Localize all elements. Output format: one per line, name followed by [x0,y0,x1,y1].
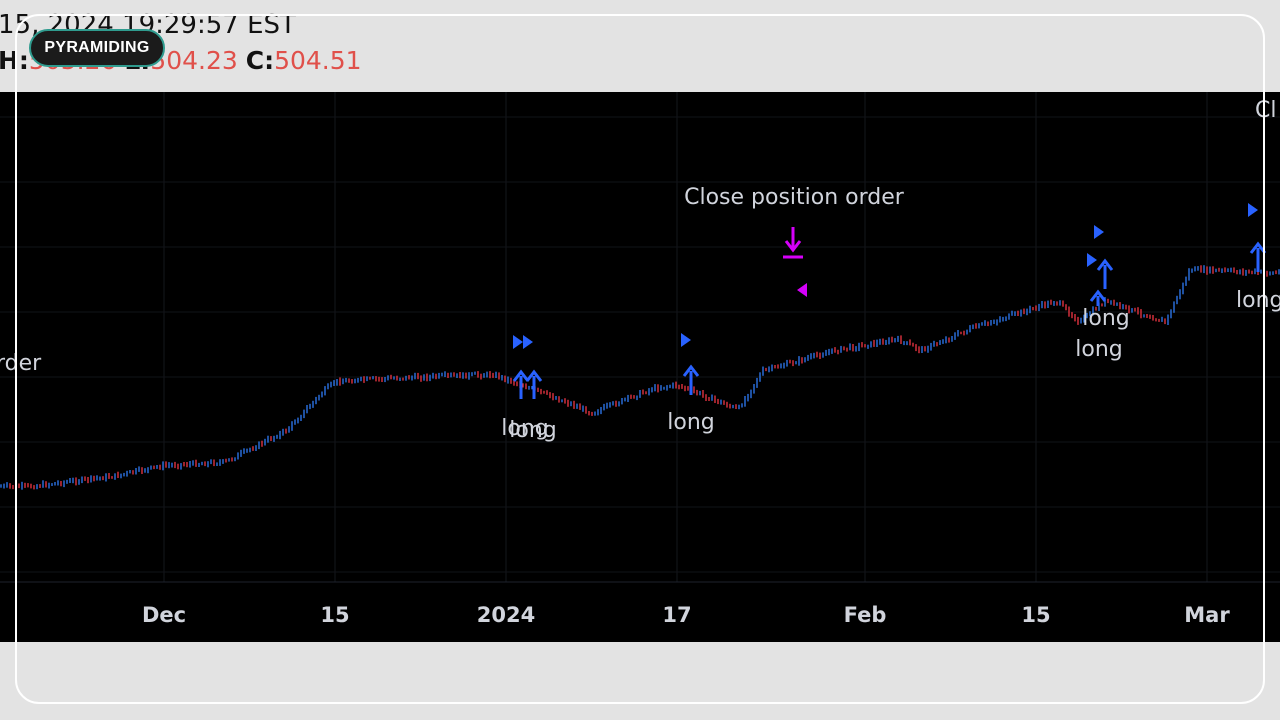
low-value: 504.23 [150,46,238,75]
long-arrow-icon [525,369,543,399]
order-label: rder [0,351,42,376]
long-arrow-icon [512,369,530,399]
long-label: long [1082,306,1129,331]
high-label: H: [0,46,29,75]
long-label: long [1075,337,1122,362]
entry-triangle-marker [523,335,533,349]
price-chart[interactable]: rder long long long Close position order long… [0,92,1280,642]
long-label: long [501,416,548,441]
time-axis: Dec 15 2024 17 Feb 15 Mar [142,603,1230,627]
order-label: Cl [1255,98,1276,123]
long-label: long [1236,288,1280,313]
close-label: C: [245,46,275,75]
x-tick-label: 15 [1021,603,1050,627]
pyramiding-badge: PYRAMIDING [29,29,165,67]
entry-triangle-marker [1087,253,1097,267]
long-arrow-icon [682,364,700,395]
close-arrow-icon [783,227,803,259]
long-arrow-icon [1249,241,1267,272]
x-tick-label: 17 [662,603,691,627]
close-value: 504.51 [274,46,362,75]
x-tick-label: Dec [142,603,186,627]
trade-markers [512,203,1267,399]
long-label: long [667,410,714,435]
order-label: Close position order [684,185,905,210]
exit-triangle-marker [797,283,807,297]
entry-triangle-marker [1094,225,1104,239]
long-arrow-icon [1089,289,1107,306]
entry-triangle-marker [681,333,691,347]
x-tick-label: Feb [844,603,887,627]
long-label: long [509,418,556,443]
x-tick-label: 15 [320,603,349,627]
x-tick-label: Mar [1184,603,1230,627]
entry-triangle-marker [513,335,523,349]
price-bars [0,265,1280,490]
entry-triangle-marker [1248,203,1258,217]
long-arrow-icon [1096,258,1114,289]
chart-grid [0,92,1280,582]
x-tick-label: 2024 [477,603,535,627]
